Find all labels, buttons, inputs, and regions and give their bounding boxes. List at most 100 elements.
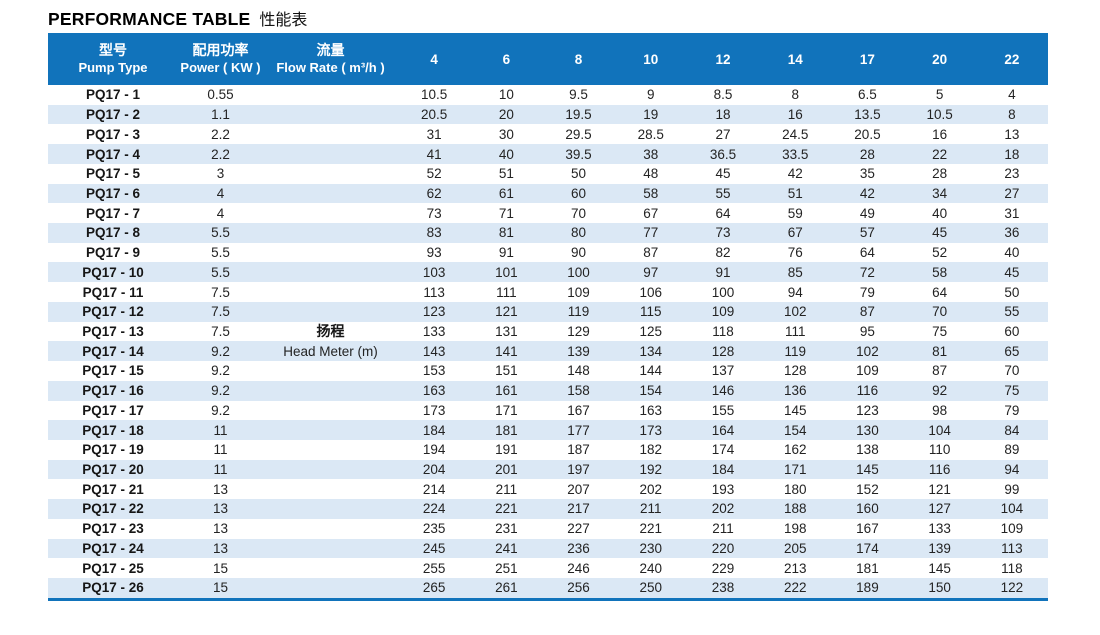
cell-head-value: 31 (1004, 205, 1020, 221)
cell-head-value: 35 (859, 166, 875, 182)
cell-pump-type: PQ17 - 20 (82, 462, 144, 478)
cell-pump-type: PQ17 - 11 (82, 284, 144, 300)
cell-head-value: 143 (422, 343, 446, 359)
cell-head-value: 205 (783, 540, 807, 556)
cell-head-value: 31 (426, 126, 442, 142)
cell-head-value: 171 (495, 402, 518, 418)
cell-head-value: 41 (426, 146, 442, 162)
cell-head-value: 18 (1004, 146, 1020, 162)
cell-head-value: 164 (711, 422, 735, 438)
table-row: PQ17 - 26 15 265 261 256 250 238 222 189 150 122 (48, 577, 1048, 598)
cell-head-value: 45 (932, 225, 948, 241)
cell-head-value: 52 (932, 245, 948, 261)
cell-head-value: 201 (495, 462, 518, 478)
cell-head-value: 102 (783, 304, 807, 320)
cell-head-value: 9.5 (569, 87, 588, 103)
cell-head-value: 8.5 (713, 87, 733, 103)
cell-head-value: 101 (495, 264, 518, 280)
cell-head-value: 73 (426, 205, 442, 221)
cell-head-value: 167 (856, 521, 879, 537)
cell-head-value: 162 (783, 442, 807, 458)
cell-head-value: 181 (495, 422, 518, 438)
table-row: PQ17 - 15 9.2 153 151 148 144 137 128 109 87 70 (48, 361, 1048, 381)
cell-head-value: 163 (422, 383, 446, 399)
cell-head-value: 133 (422, 323, 446, 339)
cell-pump-type: PQ17 - 8 (85, 225, 141, 241)
cell-head-value: 152 (856, 481, 879, 497)
cell-power: 7.5 (211, 323, 230, 339)
cell-head-value: 58 (932, 264, 948, 280)
cell-head-value: 10.5 (420, 87, 448, 103)
cell-head-value: 154 (783, 422, 807, 438)
cell-head-value: 241 (495, 540, 518, 556)
cell-head-value: 45 (1004, 264, 1020, 280)
cell-head-value: 24.5 (782, 126, 809, 142)
cell-head-value: 52 (426, 166, 442, 182)
cell-head-value: 173 (639, 422, 663, 438)
cell-power: 13 (212, 540, 229, 556)
cell-head-value: 104 (1000, 501, 1024, 517)
cell-head-value: 10.5 (926, 107, 953, 123)
cell-head-value: 87 (932, 363, 948, 379)
cell-head-value: 129 (567, 323, 590, 339)
header-flow-8: 8 (574, 51, 583, 67)
cell-head-value: 187 (567, 442, 590, 458)
cell-head-value: 136 (783, 383, 807, 399)
cell-head-value: 83 (426, 225, 442, 241)
cell-head-value: 211 (495, 481, 518, 497)
cell-head-value: 193 (711, 481, 735, 497)
cell-head-value: 48 (643, 166, 659, 182)
cell-head-value: 42 (859, 185, 875, 201)
cell-head-value: 227 (567, 521, 590, 537)
table-row: PQ17 - 21 13 214 211 207 202 193 180 152 121 99 (48, 479, 1048, 499)
cell-head-value: 50 (1004, 284, 1020, 300)
cell-power: 11 (213, 462, 228, 478)
table-row: PQ17 - 22 13 224 221 217 211 202 188 160 127 104 (48, 499, 1048, 519)
cell-head-value: 27 (1004, 185, 1020, 201)
cell-power: 13 (212, 501, 229, 517)
table-row: PQ17 - 2 1.1 20.5 20 19.5 19 18 16 13.5 10.5 8 (48, 104, 1048, 125)
cell-head-value: 59 (787, 205, 803, 221)
cell-head-value: 20.5 (854, 126, 881, 142)
cell-head-value: 118 (712, 323, 734, 339)
cell-head-value: 75 (1004, 383, 1020, 399)
cell-head-value: 250 (639, 580, 663, 596)
cell-head-value: 261 (495, 580, 518, 596)
cell-head-value: 10 (498, 87, 514, 103)
table-row: PQ17 - 6 4 62 61 60 58 55 51 42 34 27 (48, 183, 1048, 204)
table-body: PQ17 - 1 0.55 10.5 10 9.5 9 8.5 8 6.5 5 4 PQ17 -… (48, 85, 1048, 598)
cell-head-value: 116 (928, 462, 951, 478)
table-row: PQ17 - 4 2.2 41 40 39.5 38 36.5 33.5 28 22 18 (48, 144, 1048, 164)
cell-head-value: 30 (498, 126, 514, 142)
table-row: PQ17 - 16 9.2 163 161 158 154 146 136 116 92 75 (48, 380, 1048, 401)
header-power-en: Power ( KW ) (180, 59, 261, 75)
cell-head-value: 235 (422, 521, 446, 537)
cell-head-value: 204 (422, 462, 446, 478)
table-row: PQ17 - 14 9.2 143 141 139 134 128 119 102 81 65 (48, 341, 1048, 362)
cell-power: 9.2 (211, 402, 230, 418)
cell-head-value: 64 (859, 245, 875, 261)
cell-head-value: 155 (711, 402, 735, 418)
cell-pump-type: PQ17 - 23 (82, 521, 144, 537)
cell-head-value: 16 (787, 107, 803, 123)
cell-head-value: 100 (711, 284, 735, 300)
cell-head-value: 153 (422, 363, 446, 379)
cell-head-value: 145 (928, 560, 951, 576)
cell-head-value: 55 (1004, 304, 1020, 320)
cell-power: 7.5 (211, 284, 230, 300)
cell-power: 5.5 (211, 225, 230, 241)
cell-head-value: 23 (1004, 166, 1020, 182)
cell-pump-type: PQ17 - 18 (82, 422, 144, 438)
cell-power: 13 (212, 481, 229, 497)
cell-head-value: 20.5 (420, 107, 448, 123)
cell-head-value: 57 (859, 225, 875, 241)
cell-head-value: 60 (571, 185, 587, 201)
cell-head-value: 265 (422, 580, 446, 596)
cell-head-value: 61 (498, 185, 514, 201)
cell-head-value: 131 (495, 323, 518, 339)
cell-head-value: 211 (712, 521, 734, 537)
cell-head-value: 8 (791, 87, 799, 103)
cell-head-value: 70 (571, 205, 587, 221)
cell-head-value: 28 (932, 166, 948, 182)
